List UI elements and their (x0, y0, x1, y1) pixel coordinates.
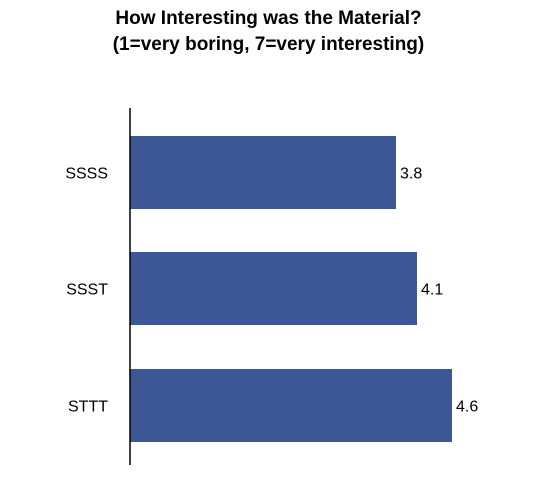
category-label-ssss: SSSS (65, 166, 108, 183)
chart-subtitle: (1=very boring, 7=very interesting) (112, 34, 425, 55)
bar-sttt (130, 369, 452, 442)
bars-group: SSSS 3.8 SSST 4.1 STTT 4.6 (65, 136, 478, 442)
bar-ssst (130, 252, 417, 325)
chart-title-block: How Interesting was the Material? (1=ver… (0, 6, 537, 58)
chart-title: How Interesting was the Material? (115, 8, 422, 29)
data-label-ssst: 4.1 (421, 282, 443, 299)
data-label-sttt: 4.6 (456, 399, 478, 416)
bar-ssss (130, 136, 396, 209)
category-label-ssst: SSST (66, 282, 108, 299)
data-label-ssss: 3.8 (400, 166, 422, 183)
category-label-sttt: STTT (68, 399, 108, 416)
